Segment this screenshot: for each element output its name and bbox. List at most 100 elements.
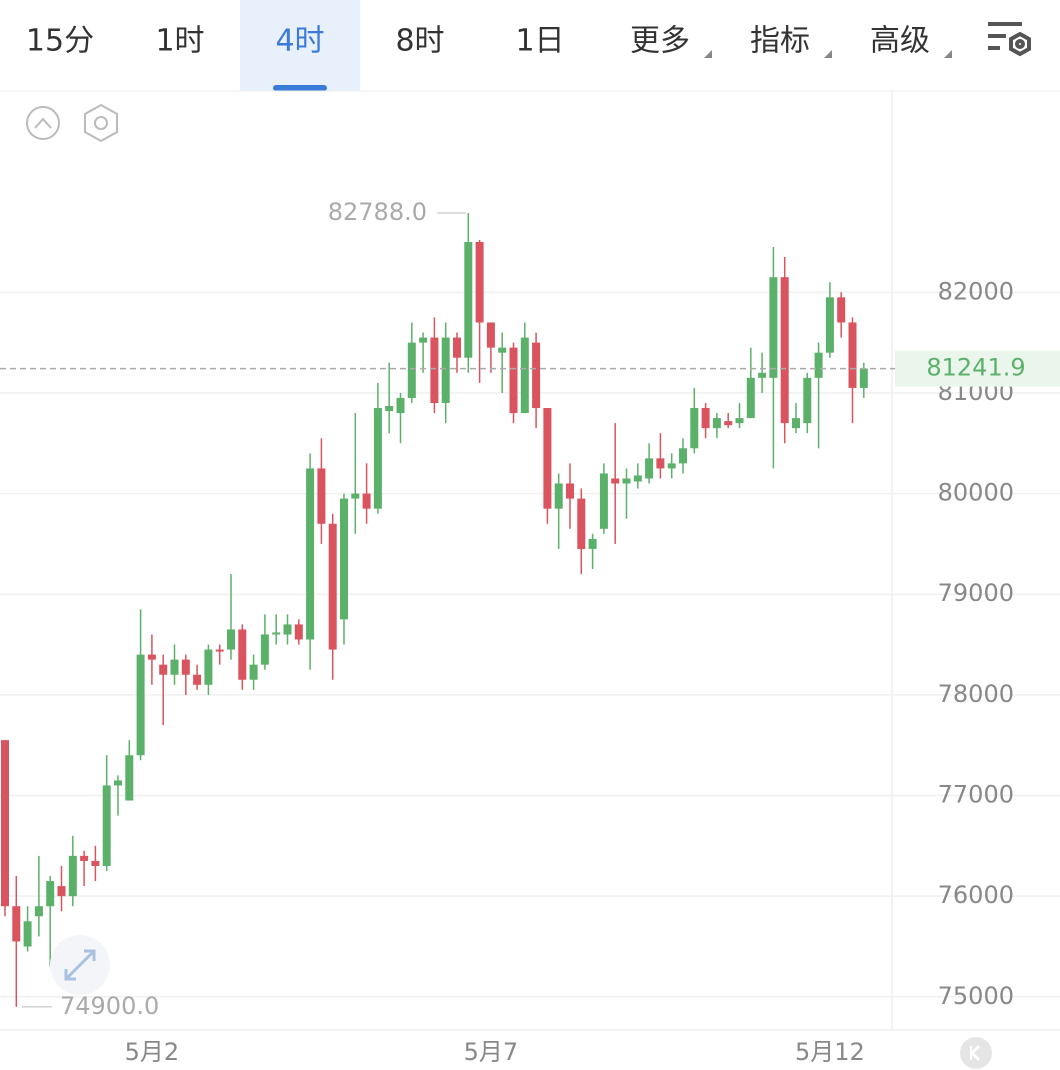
tab[interactable]: 1时 (155, 24, 204, 59)
candle-body (701, 408, 710, 429)
candle-body (712, 418, 721, 429)
candle-body (746, 377, 755, 419)
candle-body (814, 352, 823, 378)
candle-body (283, 624, 292, 635)
chart: 7500076000770007800079000800008100082000… (0, 91, 1060, 1066)
candle-body (91, 860, 100, 866)
candle-body (328, 523, 337, 650)
candle-body (859, 368, 868, 388)
candle-body (837, 297, 846, 323)
candle-body (611, 478, 620, 484)
candle-body (23, 921, 32, 947)
candle-body (396, 397, 405, 414)
candle-body (690, 408, 699, 449)
x-tick-label: 5月12 (795, 1038, 865, 1066)
candle-body (735, 418, 744, 424)
candle-body (102, 785, 111, 866)
candle-body (159, 664, 168, 675)
candle-body (588, 538, 597, 549)
candle-body (260, 634, 269, 665)
x-tick-label: 5月2 (125, 1038, 180, 1066)
y-tick-label: 75000 (938, 982, 1014, 1010)
candle-body (453, 337, 461, 358)
settings-hex-icon[interactable] (84, 103, 118, 143)
tab[interactable]: 指标 (750, 24, 810, 59)
candle-body (181, 659, 190, 675)
candle-body (803, 377, 812, 424)
candle-body (475, 241, 484, 323)
candle-body (249, 664, 258, 680)
candle-body (193, 674, 202, 685)
y-tick-label: 76000 (938, 881, 1014, 909)
candle-body (486, 322, 495, 348)
candle-body (46, 881, 55, 907)
candle-body (656, 458, 665, 469)
candle-body (351, 493, 360, 499)
tab[interactable]: 1日 (515, 24, 564, 59)
tab[interactable]: 高级 (870, 24, 930, 59)
y-tick-label: 82000 (938, 277, 1014, 305)
last-price-label: 81241.9 (926, 354, 1025, 382)
expand-icon[interactable] (50, 935, 110, 995)
candle-body (464, 241, 473, 358)
tab[interactable]: 8时 (395, 24, 444, 59)
candle-body (825, 297, 834, 353)
candle-body (136, 654, 145, 756)
candle-body (57, 886, 66, 897)
candle-body (622, 478, 631, 484)
candle-body (34, 906, 43, 917)
dropdown-caret (824, 50, 832, 58)
candle-body (373, 408, 382, 509)
candle-body (633, 475, 642, 482)
dropdown-caret (704, 50, 712, 58)
candle-body (645, 458, 654, 479)
candle-body (724, 421, 733, 426)
candle-body (430, 337, 439, 403)
collapse-icon[interactable] (26, 106, 60, 140)
candle-body (532, 342, 541, 409)
y-tick-label: 77000 (938, 781, 1014, 809)
candle-body (215, 649, 224, 652)
y-tick-label: 78000 (938, 680, 1014, 708)
candle-body (407, 342, 416, 398)
candle-body (317, 468, 326, 524)
candle-body (204, 649, 213, 685)
candle-body (679, 448, 687, 464)
candle-body (114, 780, 122, 786)
tab[interactable]: 4时 (275, 24, 324, 59)
candle-body (667, 463, 676, 469)
extreme-label: 82788.0 (328, 198, 427, 226)
candle-body (498, 347, 507, 353)
candle-body (509, 347, 518, 414)
candle-body (848, 322, 857, 388)
candle-body (227, 629, 235, 650)
candle-body (385, 406, 394, 412)
candle-body (170, 659, 179, 675)
candle-body (147, 654, 156, 660)
extreme-label: 74900.0 (60, 992, 159, 1020)
tab[interactable]: 15分 (26, 24, 94, 59)
candle-body (340, 498, 348, 620)
x-tick-label: 5月7 (464, 1038, 519, 1066)
y-tick-label: 79000 (938, 579, 1014, 607)
active-tab-indicator (273, 85, 327, 91)
candle-body (1, 740, 9, 907)
candle-body (68, 855, 77, 897)
candle-body (238, 629, 247, 680)
scroll-end-button[interactable] (960, 1037, 992, 1069)
candle-body (758, 372, 767, 378)
candle-body (306, 468, 315, 640)
active-tab-bg (240, 0, 360, 91)
candle-body (543, 408, 552, 509)
candle-body (272, 632, 281, 635)
tab[interactable]: 更多 (630, 24, 690, 59)
candle-body (12, 906, 21, 942)
settings-icon[interactable] (988, 22, 1031, 57)
candle-body (554, 483, 563, 509)
candle-body (362, 493, 371, 509)
y-tick-label: 80000 (938, 479, 1014, 507)
candle-body (566, 483, 574, 499)
last-price-box (895, 350, 1060, 387)
